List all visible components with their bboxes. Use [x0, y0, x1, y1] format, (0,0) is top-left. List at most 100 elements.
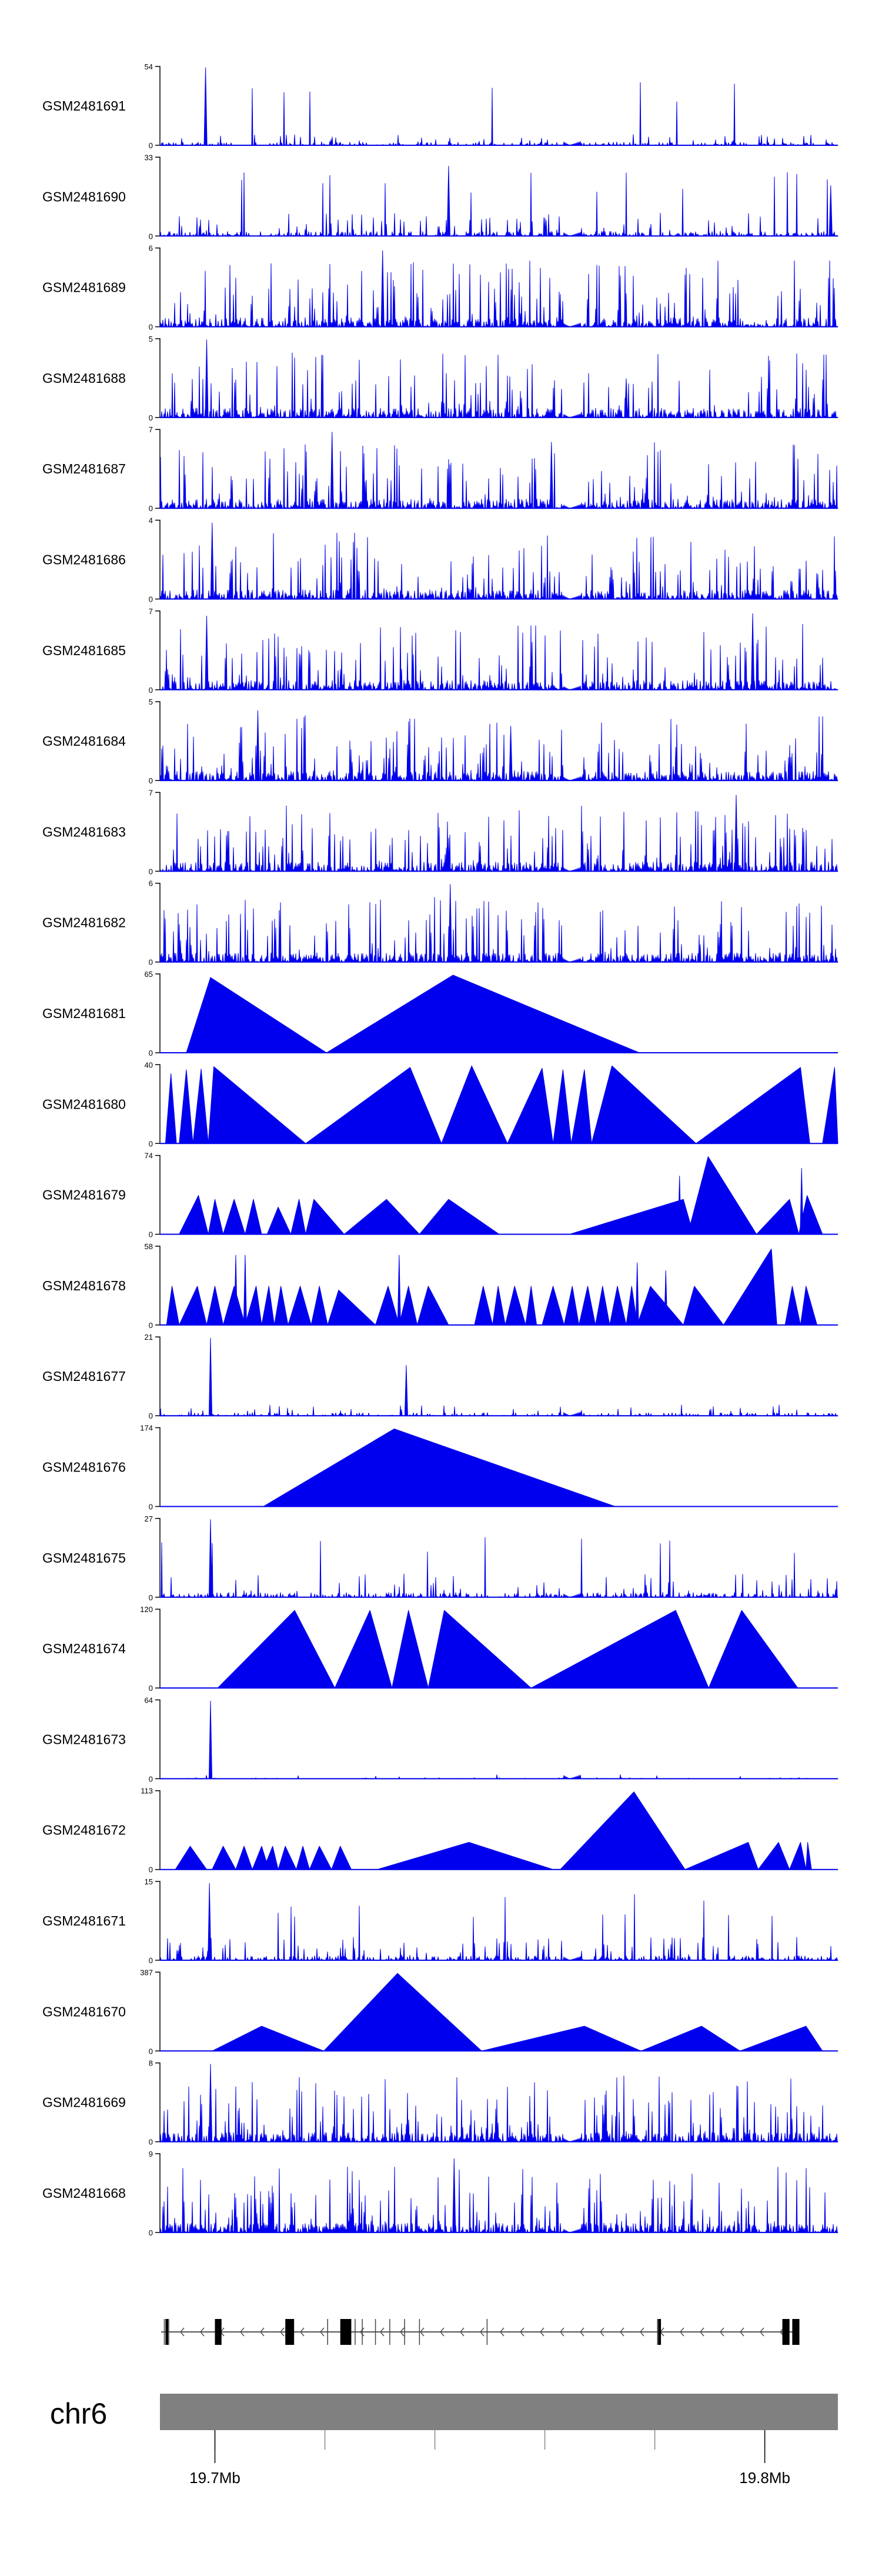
track-label: GSM2481685 — [42, 643, 126, 658]
track-GSM2481688: GSM2481688 5 0 — [42, 335, 838, 422]
signal-peak — [474, 1286, 493, 1326]
y-max-label: 54 — [145, 62, 153, 71]
signal-peak — [309, 1846, 332, 1870]
signal-area — [159, 624, 838, 690]
y-max-label: 5 — [149, 335, 153, 343]
signal-peak — [708, 1610, 799, 1689]
track-label: GSM2481680 — [42, 1096, 126, 1112]
signal-peak — [310, 1286, 328, 1326]
track-label: GSM2481684 — [42, 733, 126, 749]
signal-spike — [209, 1700, 212, 1779]
y-min-label: 0 — [149, 141, 153, 150]
track-GSM2481685: GSM2481685 7 0 — [42, 607, 838, 695]
signal-peak — [591, 1065, 697, 1144]
y-axis — [155, 1881, 161, 1961]
y-axis — [155, 1518, 161, 1598]
signal-peak — [165, 1073, 177, 1144]
strand-arrow — [279, 2327, 285, 2337]
y-axis — [155, 973, 161, 1053]
signal-peak — [343, 1199, 420, 1235]
signal-peak — [192, 1069, 209, 1144]
y-axis — [155, 429, 161, 509]
y-min-label: 0 — [149, 1866, 153, 1874]
y-min-label: 0 — [149, 958, 153, 967]
signal-peak — [542, 1286, 564, 1326]
y-max-label: 27 — [145, 1514, 153, 1523]
y-axis — [155, 701, 161, 781]
exon — [782, 2319, 790, 2345]
signal-spike — [452, 2158, 456, 2233]
y-min-label: 0 — [149, 595, 153, 604]
signal-peak — [784, 1286, 801, 1326]
signal-peak — [305, 1067, 442, 1144]
strand-arrow — [179, 2327, 185, 2337]
y-min-label: 0 — [149, 1139, 153, 1148]
signal-area — [159, 532, 838, 599]
chromosome-ideogram — [160, 2394, 838, 2430]
signal-peak — [427, 1610, 532, 1689]
signal-area — [159, 82, 838, 146]
track-label: GSM2481668 — [42, 2185, 126, 2201]
signal-spike — [205, 339, 209, 418]
signal-peak — [223, 1286, 246, 1326]
signal-peak — [553, 1069, 572, 1144]
y-min-label: 0 — [149, 867, 153, 876]
track-GSM2481680: GSM2481680 40 0 — [42, 1060, 838, 1148]
y-max-label: 40 — [145, 1060, 153, 1069]
signal-spike — [635, 1262, 639, 1326]
strand-arrow — [619, 2327, 624, 2337]
strand-arrow — [259, 2327, 265, 2337]
y-min-label: 0 — [149, 413, 153, 422]
signal-area — [159, 260, 838, 328]
y-max-label: 33 — [145, 153, 153, 162]
y-min-label: 0 — [149, 2228, 153, 2237]
y-axis — [155, 247, 161, 328]
signal-peak — [278, 1846, 297, 1870]
y-max-label: 9 — [149, 2150, 153, 2158]
y-min-label: 0 — [149, 2138, 153, 2147]
signal-spike — [210, 522, 214, 599]
track-label: GSM2481674 — [42, 1641, 126, 1656]
y-min-label: 0 — [149, 1956, 153, 1965]
track-GSM2481682: GSM2481682 6 0 — [42, 879, 838, 967]
y-min-label: 0 — [149, 1230, 153, 1239]
exon — [658, 2319, 660, 2345]
signal-peak — [571, 1069, 592, 1144]
signal-peak — [481, 2026, 642, 2051]
signal-spike — [209, 1337, 212, 1416]
signal-peak — [274, 1286, 289, 1326]
signal-peak — [223, 1199, 246, 1235]
signal-area — [159, 442, 838, 509]
strand-arrow — [719, 2327, 724, 2337]
signal-peak — [525, 1286, 537, 1326]
signal-peak — [263, 1429, 616, 1507]
track-GSM2481674: GSM2481674 120 0 — [42, 1605, 838, 1693]
track-label: GSM2481686 — [42, 552, 126, 568]
signal-peak — [208, 1199, 223, 1235]
y-max-label: 58 — [145, 1242, 153, 1251]
y-min-label: 0 — [149, 232, 153, 241]
signal-peak — [723, 1249, 777, 1326]
y-max-label: 113 — [141, 1787, 153, 1796]
signal-peak — [212, 2026, 325, 2051]
track-GSM2481691: GSM2481691 54 0 — [42, 62, 838, 150]
track-GSM2481686: GSM2481686 4 0 — [42, 516, 838, 604]
y-axis — [155, 1246, 161, 1326]
signal-spike — [205, 615, 209, 690]
signal-peak — [683, 1286, 724, 1326]
y-max-label: 7 — [149, 607, 153, 616]
track-label: GSM2481671 — [42, 1913, 126, 1928]
track-label: GSM2481681 — [42, 1006, 126, 1021]
signal-peak — [756, 1199, 800, 1235]
strand-arrow — [399, 2327, 405, 2337]
track-label: GSM2481682 — [42, 915, 126, 930]
signal-peak — [800, 1286, 817, 1326]
y-min-label: 0 — [149, 1412, 153, 1420]
signal-spike — [751, 613, 755, 690]
signal-spike — [380, 250, 385, 328]
signal-area — [159, 1404, 838, 1416]
strand-arrow — [199, 2327, 205, 2337]
signal-area — [159, 172, 838, 236]
signal-peak — [290, 1199, 306, 1235]
signal-area — [159, 715, 838, 781]
